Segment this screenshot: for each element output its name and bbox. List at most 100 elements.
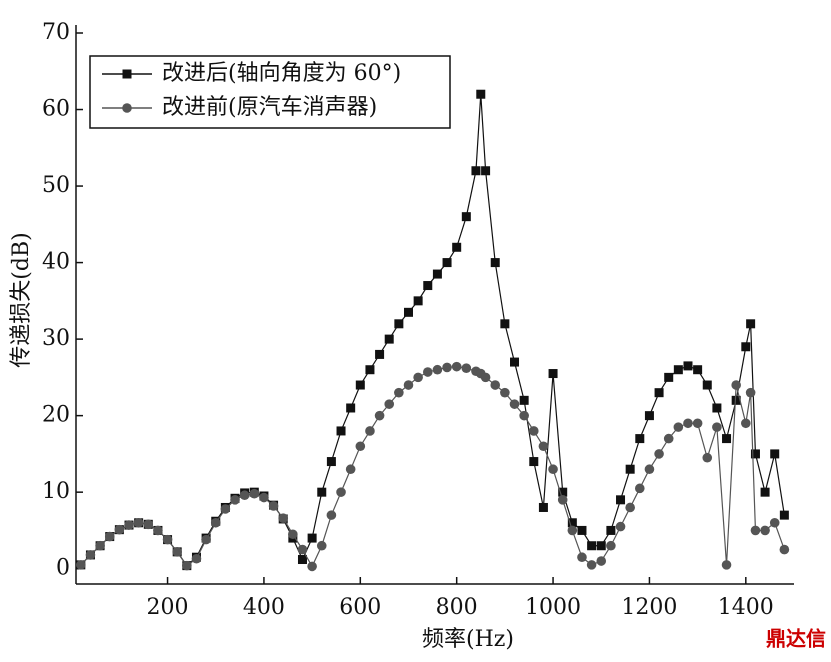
legend-label: 改进后(轴向角度为 60°) (162, 61, 401, 86)
marker (355, 380, 365, 390)
marker (683, 361, 693, 371)
marker (500, 387, 510, 398)
marker (567, 518, 577, 528)
marker (442, 362, 452, 373)
marker (85, 550, 96, 560)
marker (114, 524, 125, 535)
marker (673, 422, 684, 432)
marker (760, 525, 770, 536)
marker (278, 513, 289, 523)
marker (143, 519, 154, 530)
marker (779, 544, 790, 555)
marker (451, 361, 462, 372)
marker (596, 556, 607, 566)
marker (745, 387, 756, 398)
marker (673, 365, 683, 375)
marker (403, 307, 413, 317)
marker (365, 365, 375, 375)
marker (452, 242, 462, 252)
marker (606, 525, 616, 535)
marker (403, 380, 414, 390)
marker (182, 560, 192, 571)
marker (461, 212, 471, 222)
marker (548, 464, 558, 475)
marker (731, 395, 741, 405)
y-tick-label: 10 (42, 479, 70, 504)
marker (746, 319, 756, 329)
x-tick-label: 600 (339, 595, 381, 620)
marker (606, 540, 616, 551)
marker (317, 487, 327, 497)
y-tick-label: 50 (42, 173, 70, 198)
marker (509, 399, 520, 409)
x-tick-label: 1200 (621, 595, 677, 620)
marker (104, 531, 115, 542)
y-tick-label: 70 (42, 20, 70, 45)
marker (307, 561, 317, 572)
x-tick-label: 800 (436, 595, 478, 620)
marker (336, 487, 346, 497)
marker (548, 369, 558, 379)
marker (654, 449, 664, 459)
marker (635, 434, 645, 444)
marker (712, 403, 722, 413)
marker (423, 281, 433, 291)
marker (413, 296, 423, 306)
marker (644, 464, 655, 475)
marker (577, 552, 587, 563)
marker (750, 525, 761, 536)
marker (346, 403, 356, 413)
marker (692, 418, 703, 429)
y-axis-label: 传递损失(dB) (9, 232, 34, 367)
x-tick-label: 200 (147, 595, 189, 620)
marker (490, 258, 500, 268)
marker (220, 504, 231, 514)
marker (510, 357, 520, 367)
marker (375, 349, 385, 359)
marker (587, 541, 597, 551)
marker (770, 449, 780, 459)
marker (779, 510, 789, 520)
marker (721, 560, 732, 570)
x-tick-label: 400 (243, 595, 285, 620)
y-tick-label: 20 (42, 403, 70, 428)
legend-marker (122, 103, 132, 113)
marker (394, 319, 404, 329)
marker (538, 441, 549, 452)
marker (432, 269, 442, 279)
legend-label: 改进前(原汽车消声器) (162, 95, 377, 120)
marker (702, 380, 712, 390)
marker (210, 517, 221, 528)
series-line (80, 366, 785, 568)
marker (191, 553, 202, 564)
marker (480, 372, 491, 383)
marker (162, 534, 173, 545)
marker (201, 534, 211, 545)
marker (259, 492, 269, 503)
marker (731, 380, 741, 390)
marker (529, 457, 539, 467)
marker (95, 540, 105, 551)
y-tick-label: 0 (56, 556, 70, 581)
marker (683, 418, 693, 429)
legend-marker (122, 69, 132, 79)
marker (288, 529, 298, 540)
marker (693, 365, 703, 375)
marker (316, 540, 327, 551)
marker (558, 487, 568, 497)
marker (615, 521, 626, 532)
marker (230, 495, 240, 505)
marker (345, 464, 356, 475)
marker (769, 517, 780, 528)
y-tick-label: 30 (42, 326, 70, 351)
marker (538, 502, 548, 512)
marker (528, 426, 539, 436)
marker (519, 395, 529, 405)
marker (461, 363, 472, 373)
marker (476, 89, 486, 99)
series-line (80, 94, 785, 567)
marker (297, 544, 308, 555)
marker (124, 520, 134, 530)
marker (557, 495, 568, 505)
